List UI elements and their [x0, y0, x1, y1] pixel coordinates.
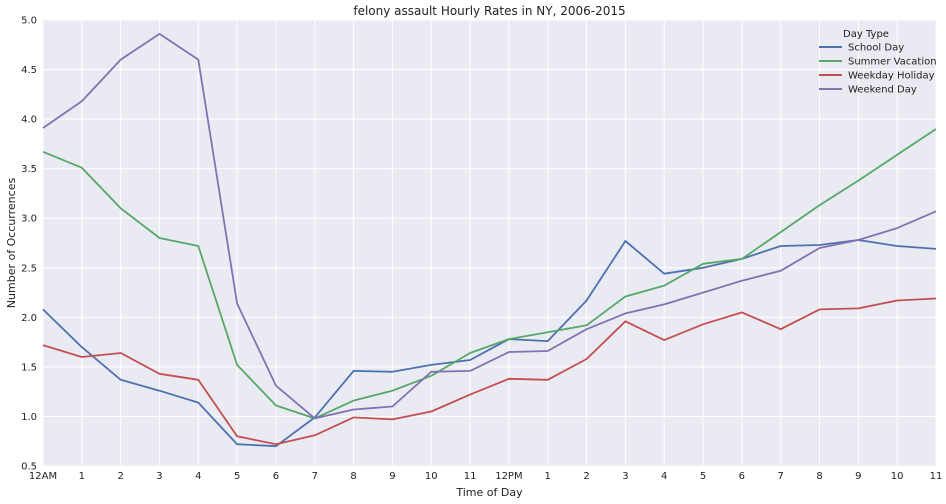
grid	[42, 19, 937, 467]
x-tick-label: 3	[156, 471, 162, 482]
y-tick-label: 2.0	[21, 313, 37, 324]
x-tick-label: 12AM	[29, 471, 57, 482]
x-tick-label: 4	[195, 471, 201, 482]
series-line-weekend-day	[42, 33, 937, 420]
y-tick-label: 1.0	[21, 412, 37, 423]
legend-entry: Weekend Day	[848, 85, 917, 96]
chart-title: felony assault Hourly Rates in NY, 2006-…	[353, 4, 625, 18]
y-tick-label: 5.0	[21, 16, 37, 27]
series-line-weekday-holiday	[42, 297, 937, 446]
x-tick-label: 8	[816, 471, 822, 482]
x-tick-label: 7	[778, 471, 784, 482]
x-tick-label: 7	[312, 471, 318, 482]
legend-entry: Weekday Holiday	[848, 71, 935, 82]
series-line-school-day	[42, 239, 937, 448]
x-tick-label: 2	[117, 471, 123, 482]
x-axis-label: Time of Day	[455, 486, 523, 499]
y-tick-label: 1.5	[21, 362, 37, 373]
x-tick-label: 11	[930, 471, 943, 482]
x-tick-label: 6	[739, 471, 745, 482]
y-tick-label: 0.5	[21, 462, 37, 473]
x-tick-label: 9	[389, 471, 395, 482]
plot-area	[43, 20, 936, 466]
series-lines	[42, 33, 937, 448]
x-tick-label: 4	[661, 471, 667, 482]
x-tick-label: 9	[855, 471, 861, 482]
x-tick-label: 8	[350, 471, 356, 482]
y-tick-label: 3.5	[21, 164, 37, 175]
x-tick-label: 10	[425, 471, 438, 482]
x-tick-label: 3	[622, 471, 628, 482]
x-tick-label: 2	[583, 471, 589, 482]
y-axis-label: Number of Occurrences	[5, 178, 18, 309]
x-tick-label: 12PM	[495, 471, 522, 482]
y-tick-label: 4.5	[21, 65, 37, 76]
y-tick-labels: 0.5 1.0 1.5 2.0 2.5 3.0 3.5 4.0 4.5 5.0	[21, 16, 37, 473]
x-tick-label: 1	[79, 471, 85, 482]
x-tick-label: 1	[545, 471, 551, 482]
x-tick-label: 11	[464, 471, 477, 482]
x-tick-labels: 12AM 1 2 3 4 5 6 7 8 9 10 11 12PM 1 2 3 4 5 6 7 8 9 10 11	[29, 471, 942, 482]
y-tick-label: 3.0	[21, 214, 37, 225]
x-tick-label: 6	[273, 471, 279, 482]
x-tick-label: 5	[234, 471, 240, 482]
x-tick-label: 5	[700, 471, 706, 482]
y-tick-label: 4.0	[21, 115, 37, 126]
series-line-summer-vacation	[42, 128, 937, 420]
legend-entry: School Day	[848, 43, 904, 54]
legend: Day Type School Day Summer Vacation Weekda…	[819, 29, 937, 96]
legend-title: Day Type	[843, 29, 889, 40]
y-tick-label: 2.5	[21, 263, 37, 274]
x-tick-label: 10	[891, 471, 904, 482]
legend-entry: Summer Vacation	[848, 57, 937, 68]
